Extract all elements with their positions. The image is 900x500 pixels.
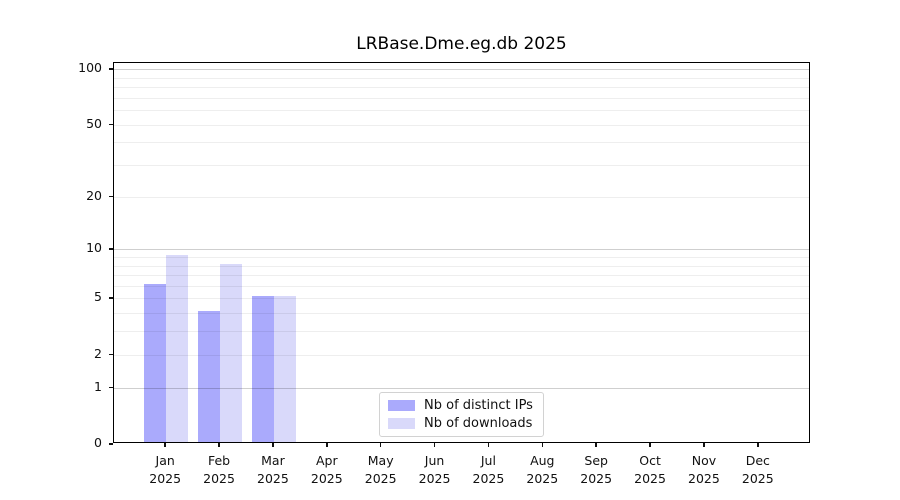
x-tick-label-feb: Feb 2025 [203, 453, 235, 486]
x-tick-mark-apr [326, 443, 328, 447]
y-tick-mark-20 [109, 195, 113, 198]
y-tick-mark-5 [109, 297, 113, 299]
legend-label-downloads: Nb of downloads [424, 416, 533, 431]
legend-label-distinct-ips: Nb of distinct IPs [424, 398, 533, 413]
bar-distinct-ips-feb [198, 311, 221, 442]
bar-distinct-ips-jan [144, 283, 167, 442]
x-tick-label-mar: Mar 2025 [257, 453, 289, 486]
x-tick-label-nov: Nov 2025 [688, 453, 720, 486]
y-tick-label-5: 5 [94, 289, 102, 305]
y-tick-label-0: 0 [94, 435, 102, 450]
gridline-major-10 [114, 249, 809, 251]
y-tick-mark-1 [109, 386, 113, 389]
x-tick-mark-jan [164, 443, 166, 447]
x-tick-mark-feb [218, 443, 220, 447]
x-tick-label-dec: Dec 2025 [741, 453, 774, 486]
x-tick-mark-mar [272, 443, 274, 447]
x-tick-label-jul: Jul 2025 [472, 453, 505, 486]
y-tick-label-100: 100 [78, 60, 102, 75]
y-tick-mark-50 [109, 123, 113, 125]
y-tick-label-20: 20 [86, 187, 102, 203]
x-tick-mark-sep [595, 443, 597, 447]
y-tick-mark-2 [109, 353, 113, 356]
gridline-minor-6 [114, 285, 809, 287]
gridline-major-100 [114, 69, 809, 70]
x-tick-mark-may [379, 443, 382, 447]
x-tick-label-oct: Oct 2025 [634, 453, 666, 486]
y-tick-mark-0 [109, 443, 113, 445]
y-tick-label-2: 2 [94, 345, 102, 361]
x-tick-label-jan: Jan 2025 [149, 453, 182, 486]
gridline-minor-70 [114, 97, 809, 99]
y-tick-label-10: 10 [86, 240, 102, 256]
legend: Nb of distinct IPs Nb of downloads [379, 392, 544, 437]
legend-swatch-downloads [388, 418, 415, 429]
chart-title: LRBase.Dme.eg.db 2025 [356, 34, 567, 54]
bar-downloads-jan [166, 254, 189, 442]
bar-downloads-feb [220, 263, 243, 442]
gridline-minor-20 [114, 196, 809, 198]
x-tick-label-sep: Sep 2025 [580, 453, 613, 486]
gridline-minor-40 [114, 142, 809, 144]
x-tick-label-jun: Jun 2025 [418, 453, 451, 486]
gridline-minor-50 [114, 124, 809, 126]
x-tick-mark-dec [757, 443, 759, 447]
gridline-minor-30 [114, 165, 809, 166]
x-tick-label-aug: Aug 2025 [526, 453, 559, 486]
y-tick-label-1: 1 [94, 378, 102, 394]
x-tick-mark-nov [703, 443, 705, 447]
legend-item-distinct-ips: Nb of distinct IPs [388, 398, 533, 413]
gridline-major-1 [114, 387, 809, 389]
x-tick-label-apr: Apr 2025 [310, 453, 343, 486]
x-tick-mark-oct [649, 443, 651, 447]
gridline-minor-4 [114, 313, 809, 315]
x-tick-mark-jun [433, 443, 436, 447]
x-tick-label-may: May 2025 [364, 453, 397, 486]
gridline-minor-3 [114, 331, 809, 333]
x-tick-mark-jul [487, 443, 490, 447]
gridline-minor-2 [114, 354, 809, 356]
y-tick-mark-10 [109, 248, 113, 250]
gridline-minor-9 [114, 256, 809, 258]
legend-swatch-distinct-ips [388, 400, 415, 411]
y-tick-label-50: 50 [86, 115, 102, 131]
plot-area [113, 62, 810, 443]
gridline-minor-60 [114, 110, 809, 111]
legend-item-downloads: Nb of downloads [388, 416, 533, 431]
bar-downloads-mar [273, 296, 296, 442]
gridline-minor-80 [114, 86, 809, 88]
gridline-minor-90 [114, 77, 809, 79]
bar-distinct-ips-mar [251, 296, 274, 442]
gridline-minor-8 [114, 265, 809, 267]
x-tick-mark-aug [541, 443, 544, 447]
y-tick-mark-100 [109, 68, 113, 70]
gridline-minor-5 [114, 298, 809, 300]
gridline-minor-7 [114, 275, 809, 276]
